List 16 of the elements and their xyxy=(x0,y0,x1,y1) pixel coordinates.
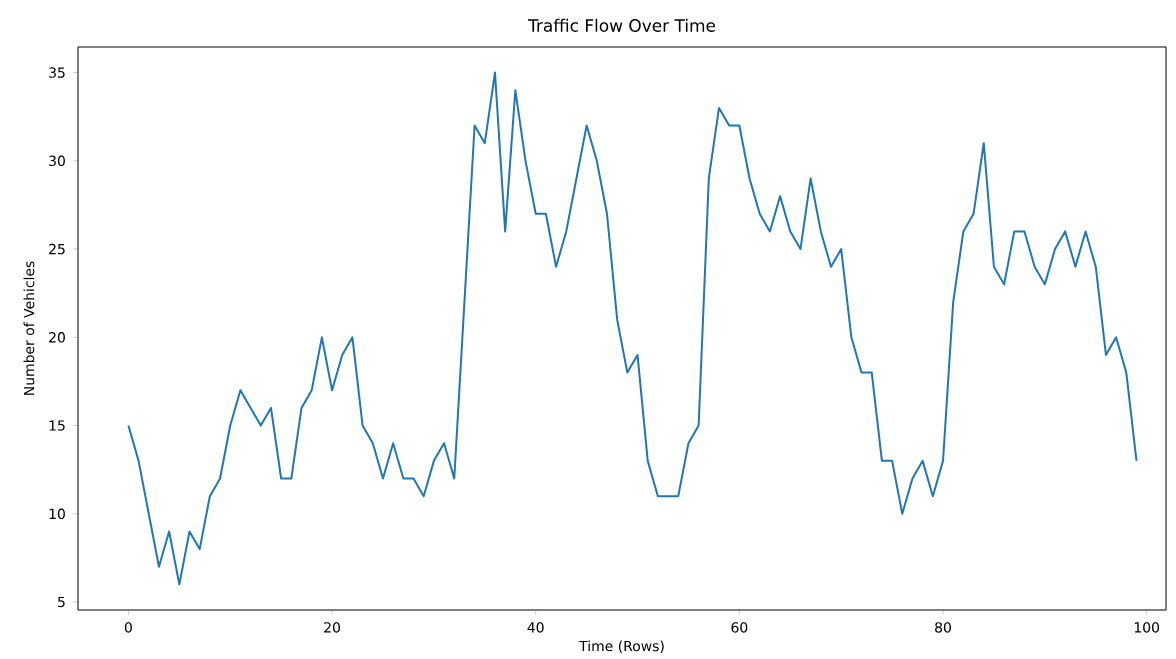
x-tick-label: 100 xyxy=(1134,622,1160,633)
y-tick-label: 10 xyxy=(49,508,65,520)
x-tick-label: 20 xyxy=(324,622,340,633)
x-tick-label: 80 xyxy=(935,622,951,633)
y-tick-label: 35 xyxy=(49,67,65,78)
y-tick-label: 25 xyxy=(49,243,65,255)
x-tick-label: 0 xyxy=(124,622,132,633)
y-tick-label: 20 xyxy=(49,332,65,343)
y-axis-title: Number of Vehicles xyxy=(23,261,35,395)
x-axis-title: Time (Rows) xyxy=(579,640,664,653)
x-tick-label: 40 xyxy=(527,622,544,633)
y-tick-label: 15 xyxy=(49,420,65,431)
x-tick-label: 60 xyxy=(731,622,748,633)
chart-title: Traffic Flow Over Time xyxy=(528,18,716,32)
y-tick-label: 30 xyxy=(49,155,65,167)
y-tick-label: 5 xyxy=(58,596,65,608)
